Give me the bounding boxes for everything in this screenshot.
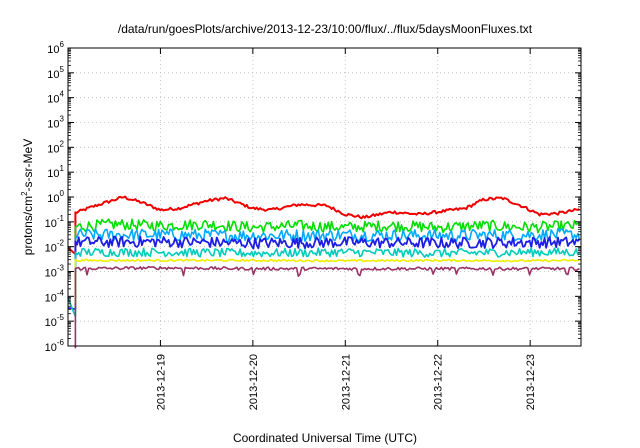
- y-tick-label: 103: [47, 115, 64, 131]
- y-axis-label-prefix: protons/cm: [21, 196, 35, 255]
- y-tick-labels: 10-6 10-5 10-4 10-3 10-2 10-1 100 101 102 103 104 1…: [45, 40, 65, 354]
- y-tick-label: 102: [47, 139, 64, 155]
- y-tick-label: 10-5: [45, 313, 65, 329]
- y-axis-label: protons/cm2-s-sr-MeV: [20, 139, 35, 255]
- y-tick-label: 106: [47, 40, 64, 56]
- series-line-6: [74, 265, 580, 349]
- x-tick-label: 2013-12-19: [155, 354, 167, 410]
- series-line-5: [74, 258, 580, 304]
- y-tick-label: 104: [47, 90, 64, 106]
- x-axis-label: Coordinated Universal Time (UTC): [233, 431, 417, 445]
- y-tick-label: 10-3: [45, 264, 65, 280]
- y-axis-label-sup: 2: [20, 191, 29, 196]
- y-tick-label: 10-4: [45, 288, 65, 304]
- series-line-4: [67, 247, 581, 318]
- y-axis-label-suffix: -s-sr-MeV: [21, 139, 35, 192]
- tick-layer: [68, 47, 581, 347]
- y-tick-label: 105: [47, 65, 64, 81]
- x-tick-label: 2013-12-21: [340, 354, 352, 410]
- grid-layer: [68, 48, 581, 346]
- x-tick-label: 2013-12-20: [248, 354, 260, 410]
- y-tick-label: 10-2: [45, 239, 65, 255]
- y-tick-label: 10-1: [45, 214, 65, 230]
- chart-title: /data/run/goesPlots/archive/2013-12-23/1…: [118, 22, 533, 36]
- x-tick-labels: 2013-12-19 2013-12-20 2013-12-21 2013-12-22…: [155, 354, 537, 410]
- series-line-2: [74, 227, 581, 282]
- x-tick-label: 2013-12-23: [525, 354, 537, 410]
- y-tick-label: 10-6: [45, 338, 65, 354]
- series-line-0: [67, 195, 580, 256]
- x-tick-label: 2013-12-22: [433, 354, 445, 410]
- y-tick-label: 101: [47, 164, 64, 180]
- y-tick-label: 100: [47, 189, 64, 205]
- series-line-1: [74, 218, 580, 274]
- series-layer: [67, 195, 581, 349]
- series-line-3: [67, 235, 581, 311]
